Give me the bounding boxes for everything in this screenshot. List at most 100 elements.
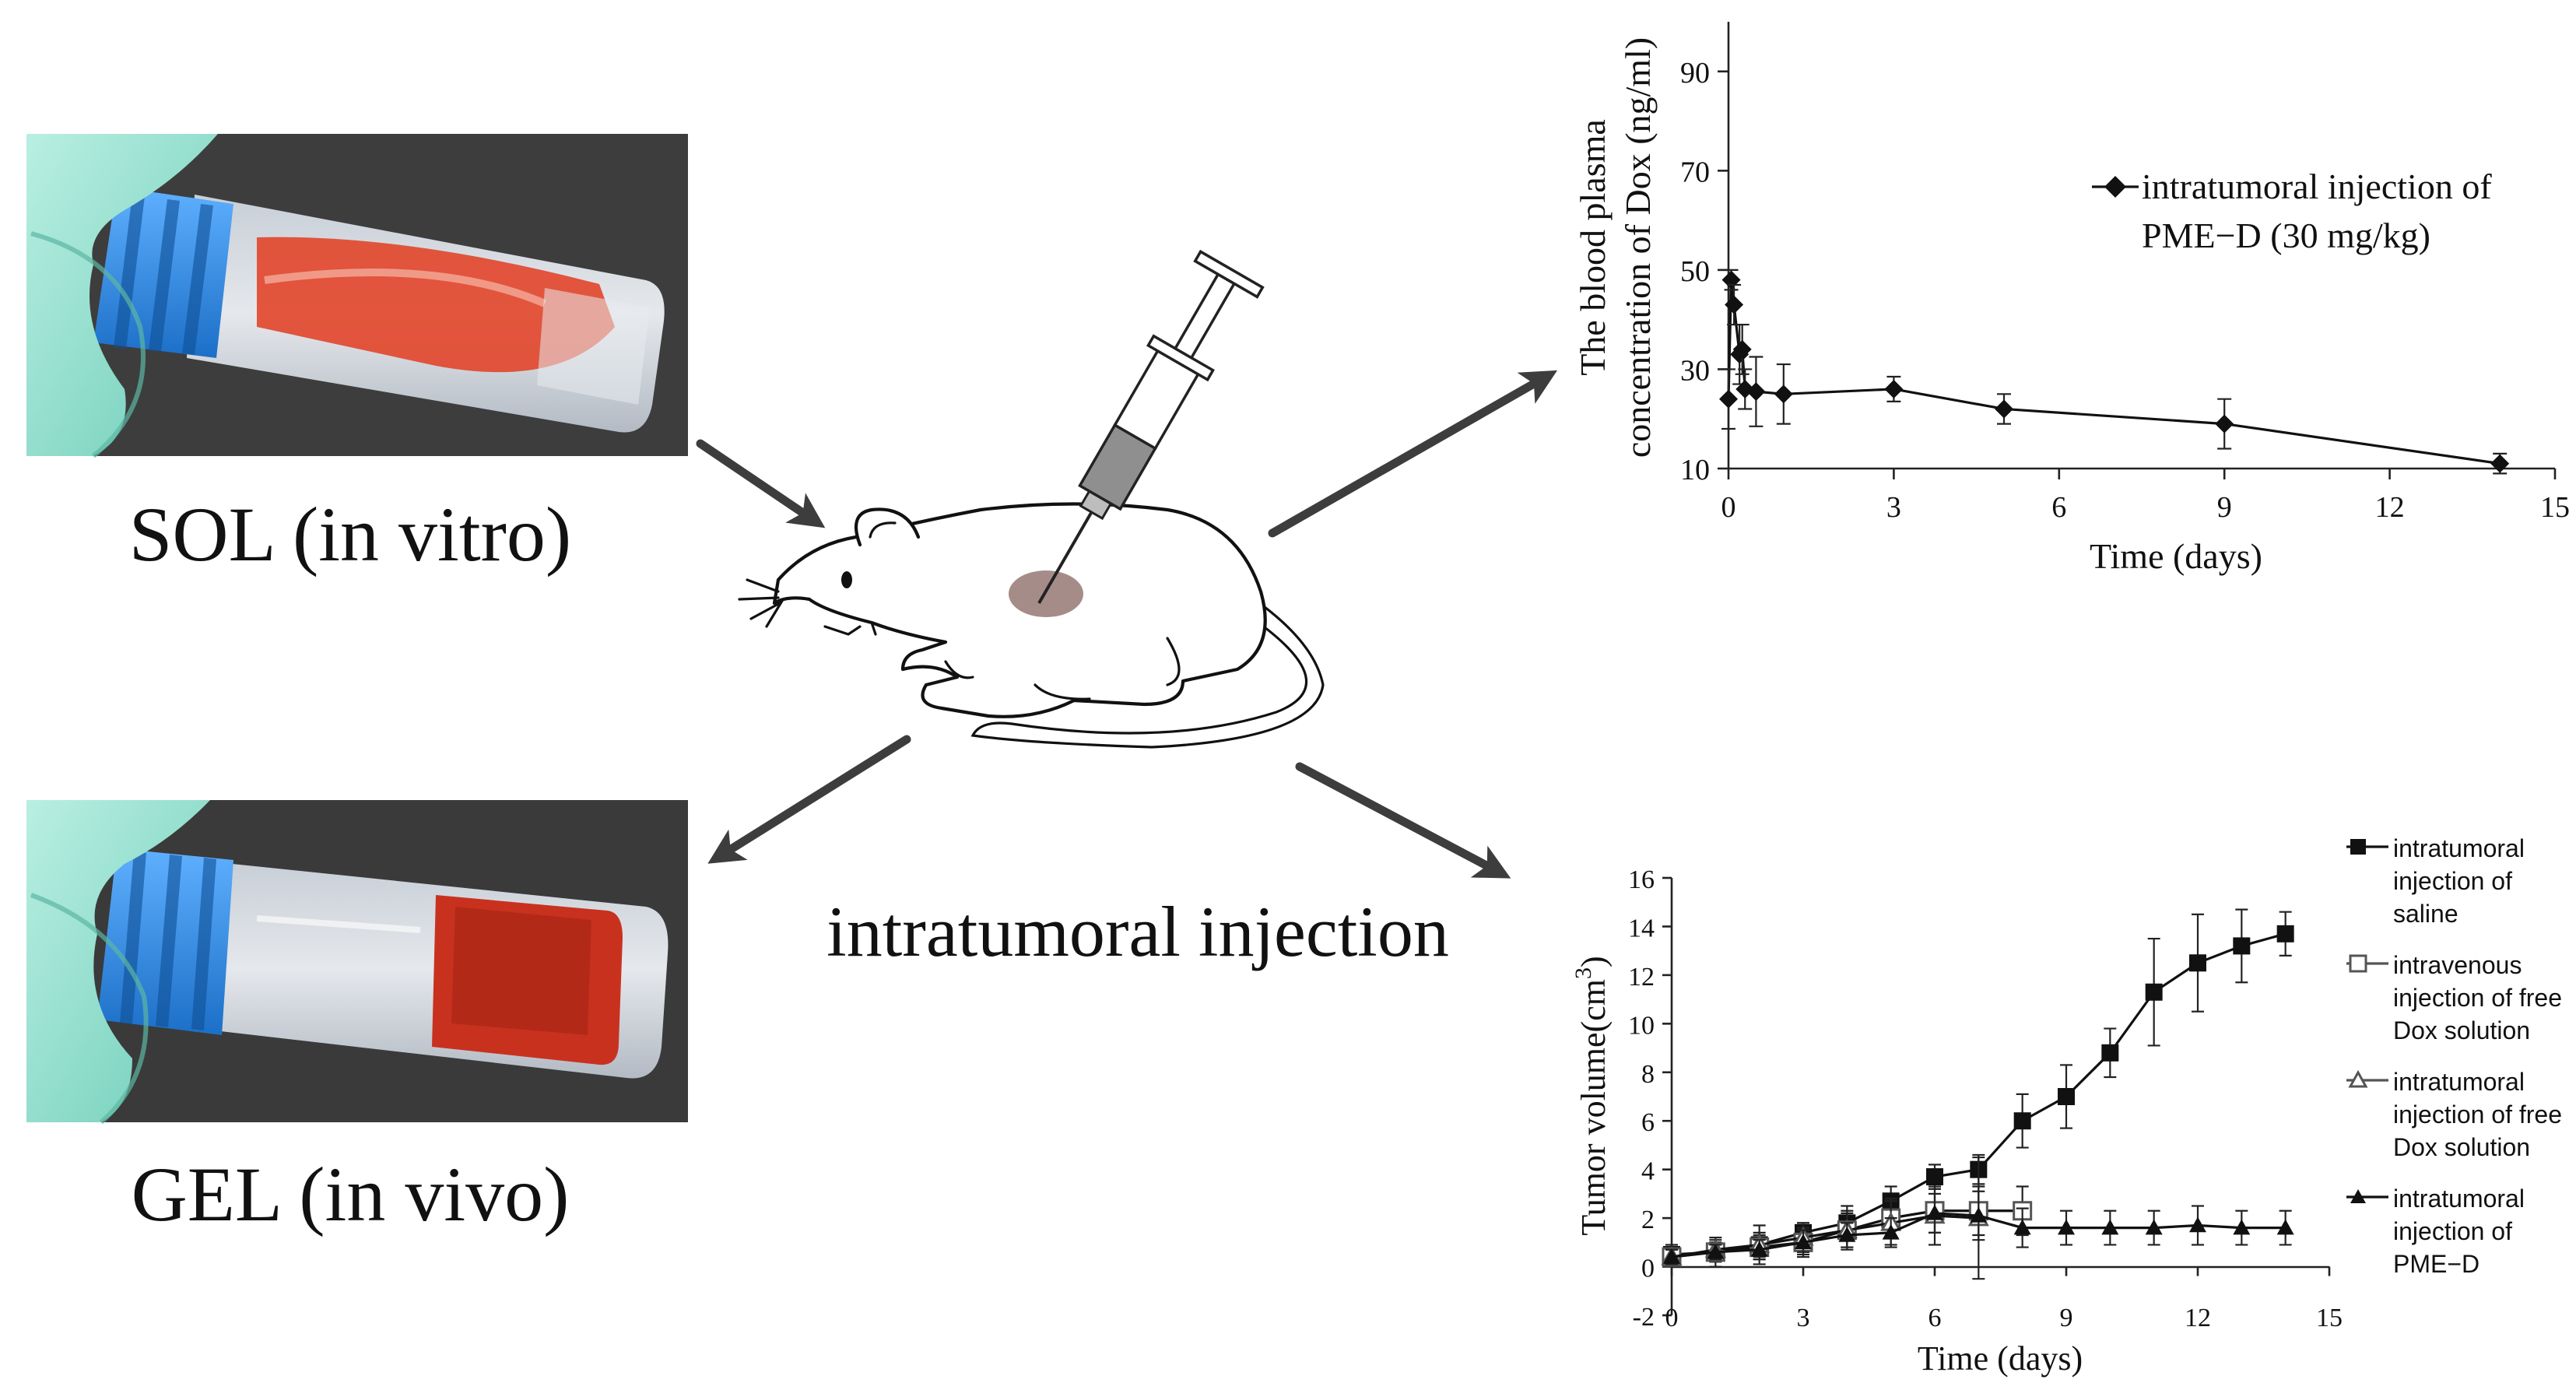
y-tick-label: 2 <box>1641 1206 1655 1234</box>
y-axis-label-line2: concentration of Dox (ng/ml) <box>1618 37 1658 458</box>
x-tick-label: 9 <box>2060 1304 2073 1332</box>
legend-text-line2: PME−D (30 mg/kg) <box>2142 216 2430 255</box>
data-point-marker <box>2490 454 2510 473</box>
mouse-eye <box>841 571 852 588</box>
data-point-marker <box>2145 983 2163 1001</box>
arrow-mouse-to-pk-chart <box>1268 370 1558 538</box>
y-tick-label: 70 <box>1680 156 1710 188</box>
legend-text: intratumoral <box>2393 1185 2525 1213</box>
y-tick-label: 8 <box>1641 1060 1655 1089</box>
data-point-marker <box>2233 1219 2251 1235</box>
x-tick-label: 3 <box>1886 491 1901 524</box>
y-tick-label: -2 <box>1633 1303 1655 1332</box>
x-tick-label: 6 <box>1928 1304 1942 1332</box>
vial-tube <box>187 860 669 1079</box>
arrow-mouse-to-tumor-chart <box>1295 762 1511 879</box>
y-axis-label-close: ) <box>1574 956 1613 967</box>
y-tick-label: 50 <box>1680 255 1710 288</box>
vial-tube <box>187 195 665 433</box>
y-tick-label: 90 <box>1680 57 1710 90</box>
chart-legend: intratumoral injection of saline intravenou… <box>2346 834 2562 1278</box>
x-tick-label: 6 <box>2051 491 2066 524</box>
data-point-marker <box>2276 925 2294 942</box>
data-point-marker <box>1882 1223 1900 1240</box>
y-tick-label: 10 <box>1680 454 1710 486</box>
x-axis-label: Time (days) <box>1918 1339 2083 1378</box>
data-point-marker <box>2350 839 2366 855</box>
series-line <box>1727 279 2501 465</box>
legend-text: injection of <box>2393 867 2512 895</box>
sol-vial-photo <box>26 134 688 458</box>
legend-marker <box>2104 176 2126 198</box>
x-tick-label: 0 <box>1665 1304 1679 1332</box>
legend-text: injection of free <box>2393 984 2562 1012</box>
data-point-marker <box>1663 1248 1680 1264</box>
data-point-marker <box>2189 1216 2206 1233</box>
data-point-marker <box>2013 1219 2031 1235</box>
legend-text: saline <box>2393 900 2458 928</box>
x-tick-label: 9 <box>2217 491 2232 524</box>
data-point-marker <box>2101 1044 2119 1062</box>
arrow-mouse-to-gel <box>707 735 911 864</box>
legend-text: intravenous <box>2393 951 2522 979</box>
mouse-whiskers <box>738 578 784 628</box>
vial-cap <box>93 187 233 358</box>
vial-cap <box>97 848 233 1035</box>
legend-text: Dox solution <box>2393 1016 2530 1044</box>
gel-label: GEL (in vivo) <box>132 1151 570 1237</box>
x-tick-label: 12 <box>2185 1304 2211 1332</box>
data-point-marker <box>1774 384 1793 404</box>
data-point-marker <box>2013 1112 2031 1130</box>
data-point-marker <box>2058 1219 2075 1235</box>
y-tick-label: 14 <box>1628 914 1655 942</box>
y-tick-label: 30 <box>1680 354 1710 387</box>
y-tick-label: 16 <box>1628 865 1655 894</box>
data-point-marker <box>1732 339 1752 359</box>
data-point-marker <box>1725 295 1744 314</box>
x-tick-label: 3 <box>1797 1304 1810 1332</box>
data-point-marker <box>1926 1204 1943 1220</box>
x-tick-label: 15 <box>2540 491 2570 524</box>
y-tick-label: 4 <box>1641 1157 1655 1186</box>
mouse-ear <box>854 507 921 547</box>
data-point-marker <box>1719 389 1738 409</box>
legend-text-line1: intratumoral injection of <box>2142 167 2492 206</box>
data-point-marker <box>2276 1219 2294 1235</box>
syringe-icon <box>1037 249 1265 604</box>
arrow-sol-to-mouse <box>696 439 826 528</box>
data-point-marker <box>2145 1219 2163 1235</box>
chart-legend: intratumoral injection of PME−D (30 mg/k… <box>2092 167 2492 255</box>
x-tick-label: 12 <box>2375 491 2405 524</box>
x-tick-label: 15 <box>2316 1304 2343 1332</box>
data-point-marker <box>2233 937 2251 955</box>
data-point-marker <box>1995 399 2013 419</box>
data-point-marker <box>1750 1241 1768 1257</box>
data-point-marker <box>2348 1069 2368 1088</box>
legend-text: Dox solution <box>2393 1133 2530 1161</box>
x-tick-label: 0 <box>1721 491 1736 524</box>
tumor-volume-chart: -2 0 2 4 6 8 10 12 14 16 0 3 6 9 12 15 Time (days) Tum… <box>1571 834 2562 1378</box>
intratumoral-injection-label: intratumoral injection <box>826 892 1449 971</box>
sol-label: SOL (in vitro) <box>129 491 571 577</box>
legend-text: intratumoral <box>2393 834 2525 862</box>
data-point-marker <box>2215 414 2234 433</box>
data-point-marker <box>2350 1189 2366 1203</box>
legend-text: PME−D <box>2393 1250 2479 1278</box>
y-tick-label: 6 <box>1641 1108 1655 1137</box>
data-point-marker <box>2349 954 2367 973</box>
gloved-hand <box>26 134 218 458</box>
data-point-marker <box>2189 954 2206 972</box>
data-point-marker <box>1926 1168 1943 1186</box>
y-axis-label-base: Tumor volume(cm <box>1574 979 1613 1236</box>
y-axis-label-sup: 3 <box>1571 967 1596 979</box>
gel-vial-photo <box>26 800 688 1125</box>
legend-text: injection of <box>2393 1217 2512 1245</box>
x-axis-label: Time (days) <box>2090 536 2262 576</box>
mouse-tail <box>970 605 1325 749</box>
legend-text: intratumoral <box>2393 1068 2525 1096</box>
y-axis-label: Tumor volume(cm3) <box>1571 956 1613 1235</box>
data-point-marker <box>1884 379 1904 398</box>
y-tick-label: 0 <box>1641 1255 1655 1283</box>
y-tick-label: 12 <box>1628 963 1655 992</box>
